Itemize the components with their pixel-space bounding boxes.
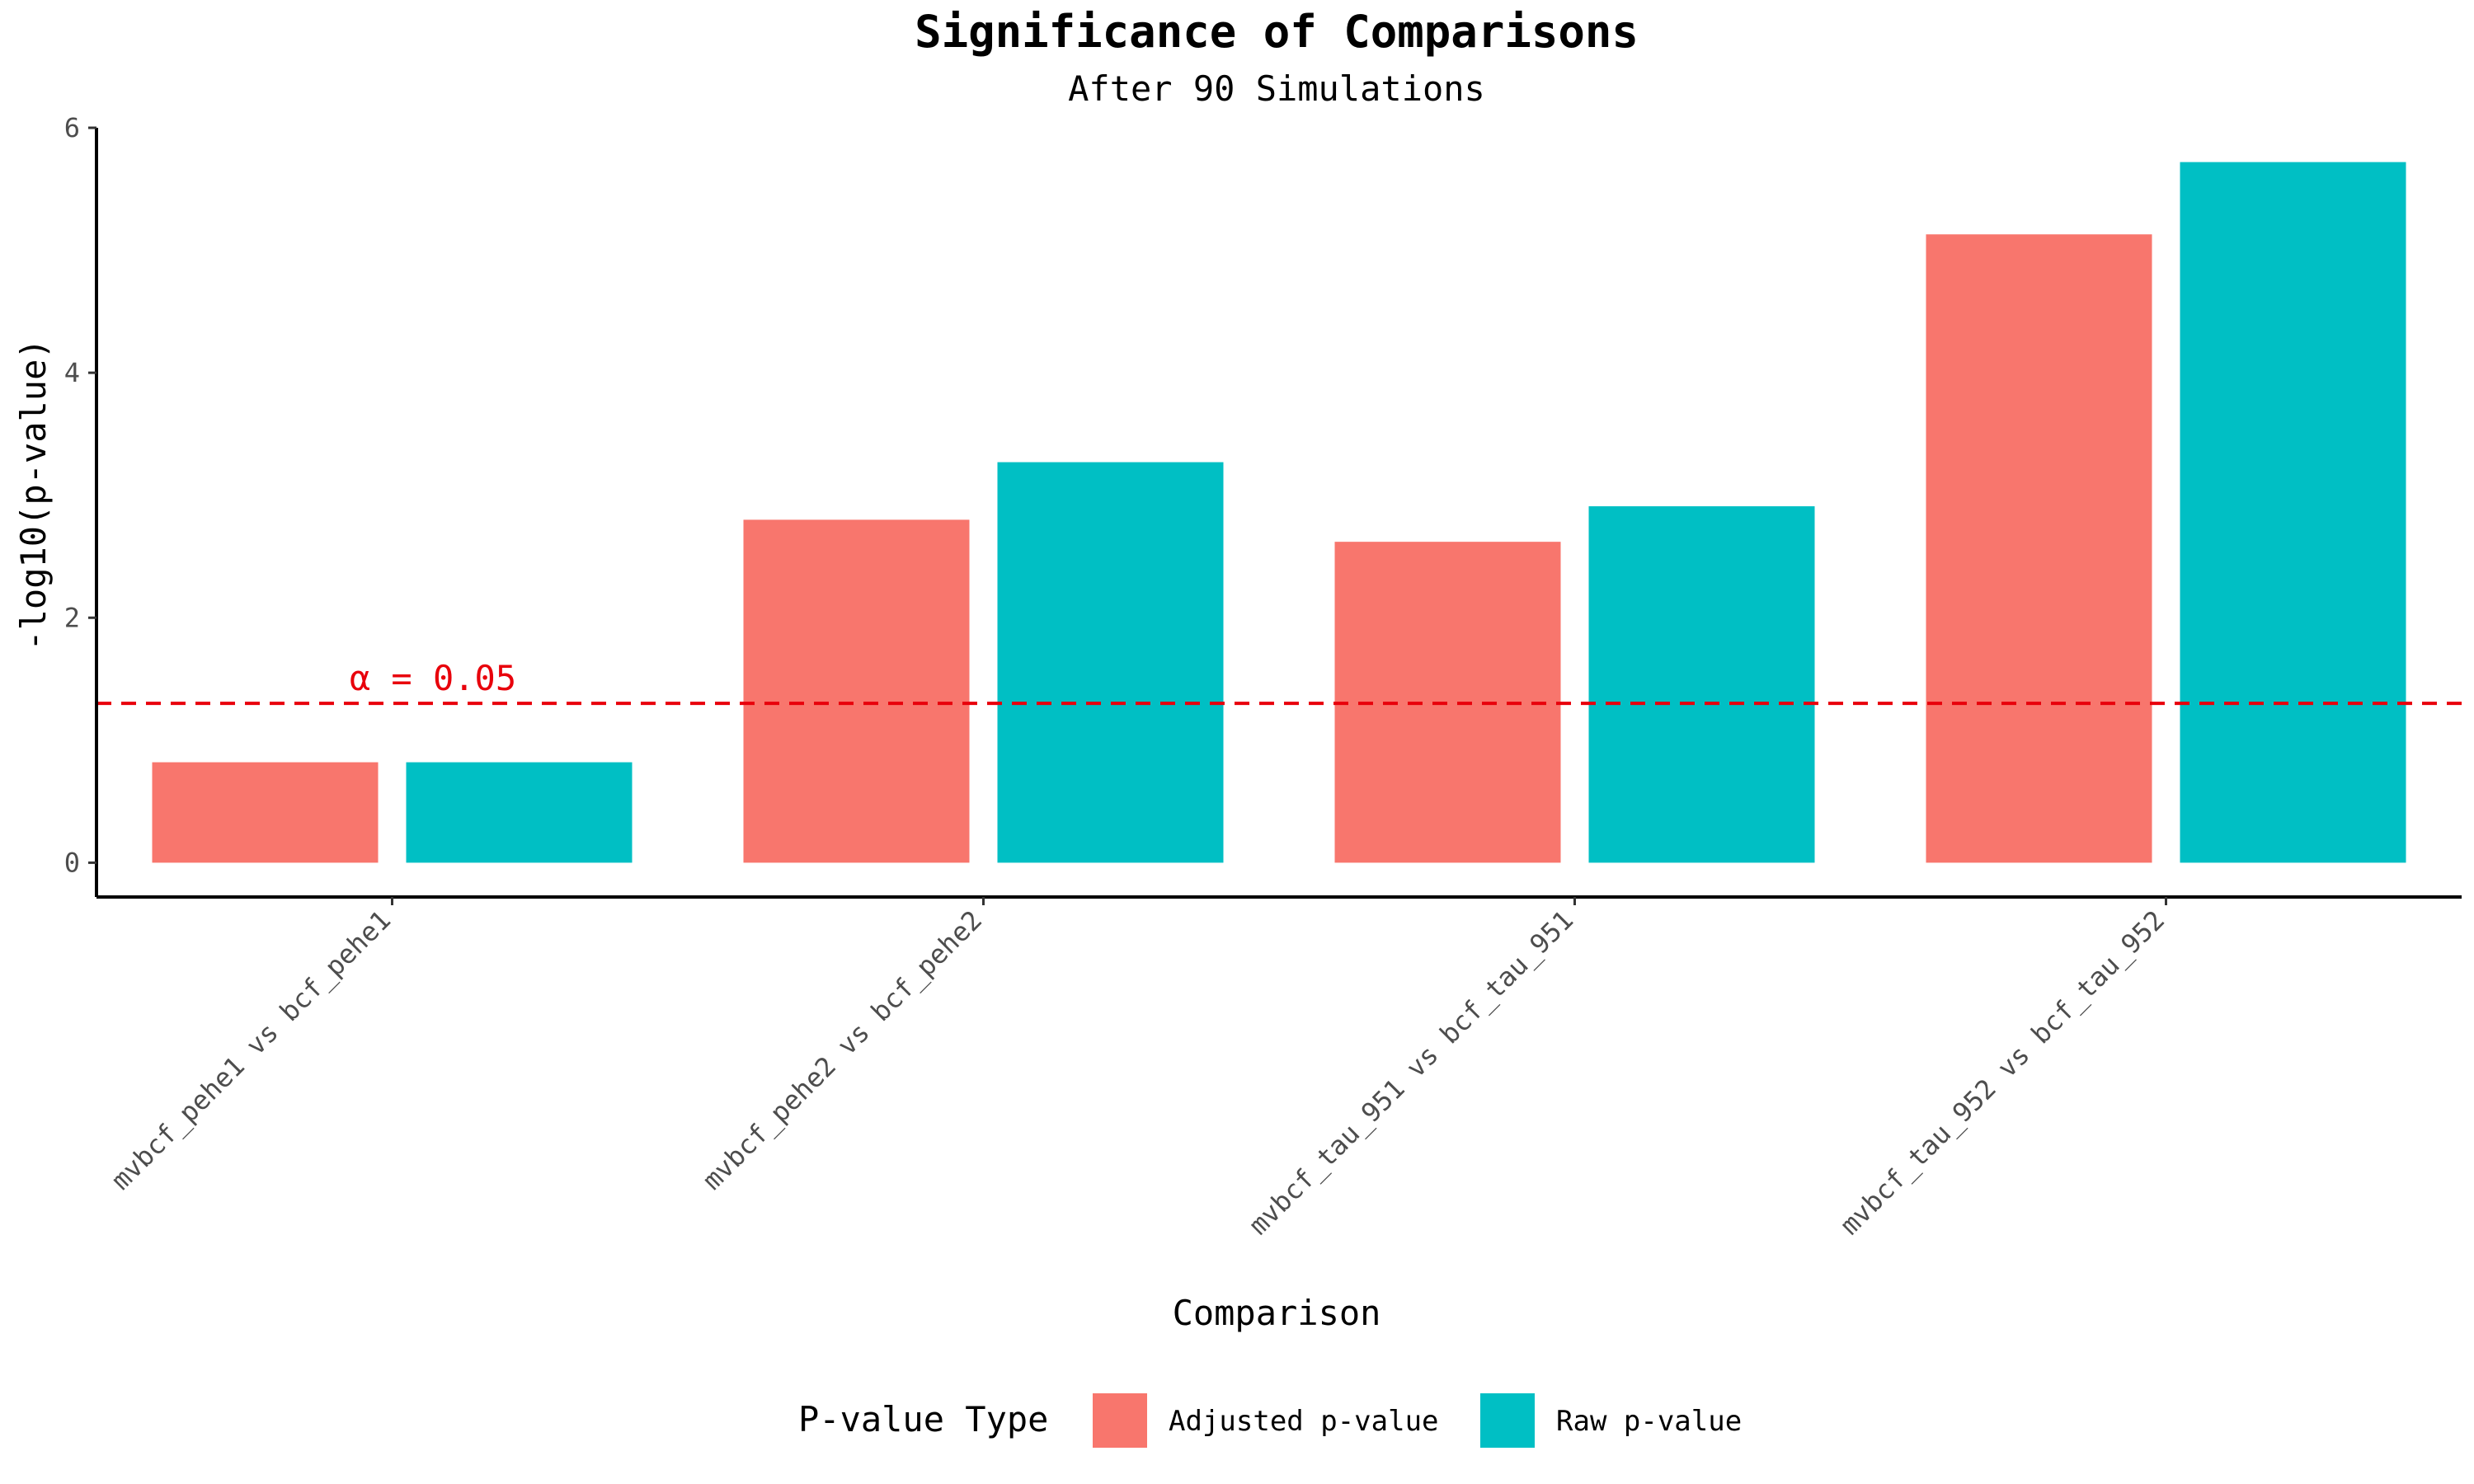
legend-title: P-value Type: [798, 1399, 1048, 1439]
chart-title: Significance of Comparisons: [915, 6, 1639, 58]
bar-raw-1: [406, 762, 633, 863]
y-tick-label-0: 0: [64, 847, 80, 878]
plot-area: α = 0.05 0 2 4 6 mvbcf_pehe1 vs bcf_pehe1 mvb…: [64, 112, 2462, 1241]
y-tick-label-2: 2: [64, 602, 80, 633]
legend-swatch-adjusted: [1093, 1393, 1147, 1448]
bar-adjusted-4: [1926, 234, 2152, 863]
legend-label-adjusted: Adjusted p-value: [1169, 1405, 1439, 1438]
bar-adjusted-2: [743, 519, 970, 863]
chart-subtitle: After 90 Simulations: [1068, 68, 1485, 109]
y-axis-title: -log10(p-value): [13, 338, 54, 650]
legend-swatch-raw: [1480, 1393, 1535, 1448]
reference-line-group: α = 0.05: [96, 658, 2462, 706]
x-tick-label-4: mvbcf_tau_952 vs bcf_tau_952: [1834, 904, 2171, 1241]
legend: P-value Type Adjusted p-value Raw p-valu…: [798, 1393, 1742, 1448]
bar-raw-4: [2180, 162, 2406, 863]
x-tick-label-1: mvbcf_pehe1 vs bcf_pehe1: [105, 904, 397, 1196]
x-tick-label-2: mvbcf_pehe2 vs bcf_pehe2: [696, 904, 988, 1196]
x-tick-label-3: mvbcf_tau_951 vs bcf_tau_951: [1243, 904, 1579, 1241]
bars-group: [152, 162, 2406, 863]
legend-label-raw: Raw p-value: [1556, 1405, 1742, 1438]
alpha-reference-label: α = 0.05: [350, 658, 516, 698]
y-tick-label-4: 4: [64, 357, 80, 388]
x-axis-title: Comparison: [1173, 1293, 1381, 1333]
bar-raw-2: [997, 462, 1224, 863]
bar-raw-3: [1588, 506, 1815, 863]
y-tick-label-6: 6: [64, 112, 80, 143]
bar-adjusted-1: [152, 762, 379, 863]
